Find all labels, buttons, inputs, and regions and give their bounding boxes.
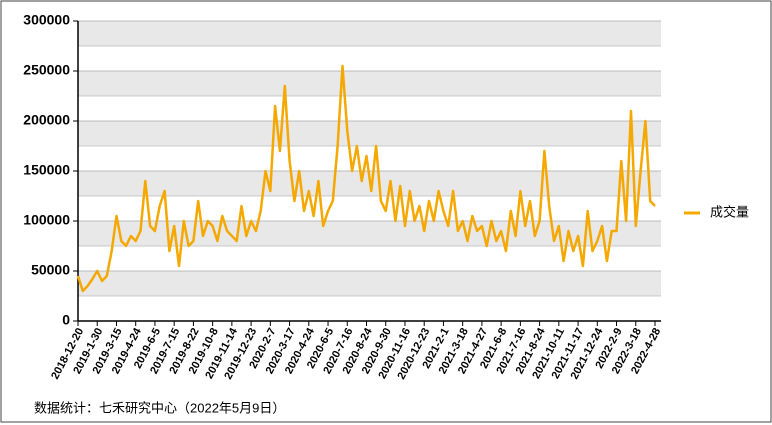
source-note: 数据统计：七禾研究中心（2022年5月9日） [34,400,285,415]
bands [78,21,661,296]
series-line [76,64,656,293]
grid-band [78,221,661,246]
grid-band [78,71,661,96]
grid-band [78,121,661,146]
grid-band [78,271,661,296]
grid [73,20,661,326]
y-tick-label: 150000 [23,162,70,178]
y-tick-label: 250000 [23,62,70,78]
legend-label: 成交量 [710,204,749,219]
y-tick-label: 300000 [23,12,70,28]
grid-band [78,21,661,46]
y-tick-label: 0 [62,312,70,328]
y-tick-label: 200000 [23,112,70,128]
y-tick-label: 50000 [31,262,70,278]
plot [76,64,656,293]
y-tick-label: 100000 [23,212,70,228]
